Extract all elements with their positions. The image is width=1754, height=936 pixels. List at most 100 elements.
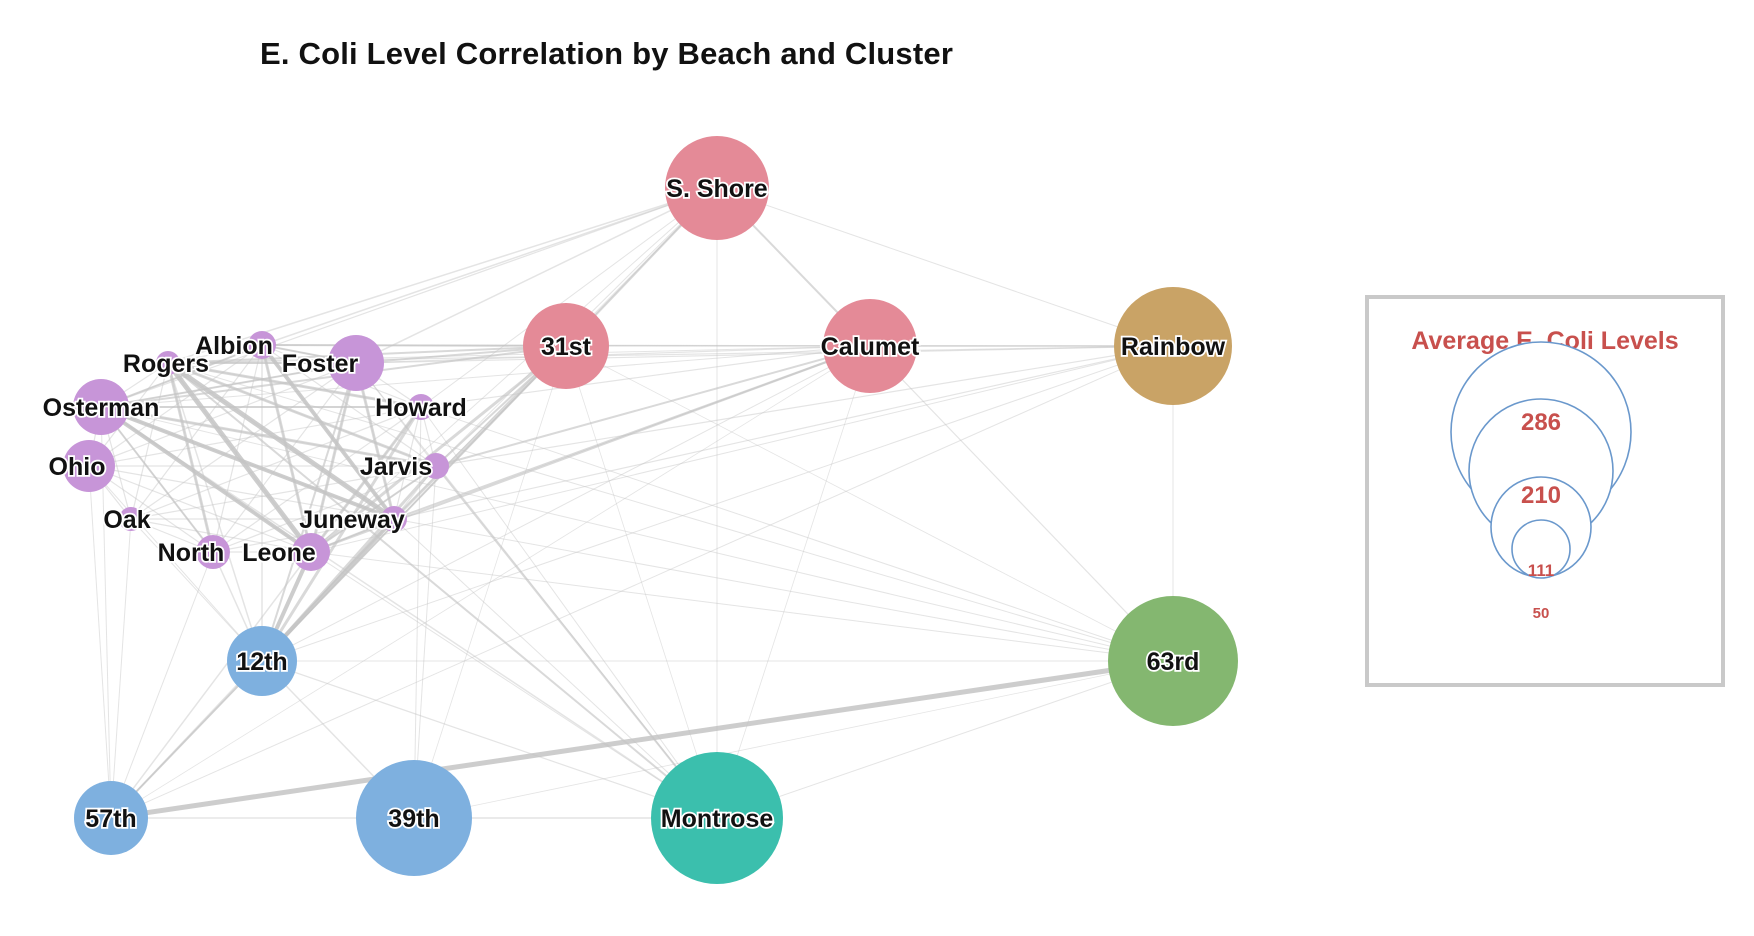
node-circle-montrose — [651, 752, 783, 884]
edge-rogers-jarvis — [167, 361, 437, 468]
node-label-howard: Howard — [375, 394, 467, 422]
node-circle-albion — [248, 331, 276, 359]
node-circle-31st — [523, 303, 609, 389]
edge-calumet-osterman — [100, 345, 871, 408]
edge-jarvis-leone — [310, 465, 437, 553]
edge-leone-57th — [110, 551, 312, 819]
edge-rainbow-leone — [310, 345, 1174, 553]
edge-albion-oak — [130, 344, 263, 520]
edge-63rd-osterman — [100, 406, 1174, 662]
node-label-osterman: Osterman — [43, 394, 160, 422]
edge-rainbow-foster — [355, 345, 1174, 364]
node-circle-juneway — [381, 506, 407, 532]
edge-sshore-osterman — [100, 187, 718, 408]
edge-rainbow-jarvis — [435, 345, 1174, 467]
edge-calumet-rogers — [167, 345, 871, 364]
node-label-calumet: Calumet — [821, 333, 920, 361]
edge-foster-12th — [261, 362, 357, 662]
node-circle-calumet — [823, 299, 917, 393]
edge-north-57th — [110, 551, 214, 819]
node-label-north: North — [158, 539, 225, 567]
edge-oak-57th — [110, 518, 132, 819]
edge-foster-north — [212, 362, 357, 553]
edge-osterman-montrose — [100, 406, 718, 819]
edge-63rd-39th — [413, 660, 1174, 819]
edge-sshore-howard — [420, 187, 718, 408]
edge-albion-jarvis — [261, 344, 437, 467]
edge-howard-north — [212, 406, 422, 553]
edge-sshore-foster — [355, 187, 718, 364]
node-label-ohio: Ohio — [49, 453, 106, 481]
legend-value-286: 286 — [1521, 409, 1561, 436]
node-circle-63rd — [1108, 596, 1238, 726]
edge-31st-39th — [413, 345, 567, 819]
node-circle-howard — [408, 394, 434, 420]
edge-calumet-57th — [110, 345, 871, 819]
legend-value-111: 111 — [1528, 561, 1555, 580]
legend-circle-50 — [1511, 519, 1571, 579]
edge-calumet-63rd — [869, 345, 1174, 662]
node-label-jarvis: Jarvis — [360, 453, 432, 481]
node-label-rainbow: Rainbow — [1121, 333, 1226, 361]
edge-jarvis-39th — [413, 465, 437, 819]
node-label-sshore: S. Shore — [666, 175, 768, 203]
edge-howard-ohio — [88, 406, 422, 467]
edge-rainbow-12th — [261, 345, 1174, 662]
edge-63rd-howard — [420, 406, 1174, 662]
node-circle-rainbow — [1114, 287, 1232, 405]
edge-howard-juneway — [393, 406, 422, 520]
node-circle-57th — [74, 781, 148, 855]
legend-circles: 286 210 111 50 — [1450, 341, 1632, 622]
size-legend: Average E. Coli Levels 286 210 111 50 — [1365, 295, 1725, 687]
edge-calumet-howard — [420, 345, 871, 408]
edge-calumet-montrose — [716, 345, 871, 819]
edge-12th-montrose — [261, 660, 718, 819]
edge-31st-57th — [110, 345, 567, 819]
edge-osterman-juneway — [100, 405, 395, 521]
edge-63rd-montrose — [716, 660, 1174, 819]
edge-howard-leone — [309, 406, 423, 553]
edge-oak-leone — [130, 518, 312, 553]
edge-63rd-57th — [110, 658, 1174, 821]
edge-foster-montrose — [355, 362, 718, 819]
node-circle-osterman — [73, 379, 129, 435]
edge-howard-39th — [413, 406, 422, 819]
node-circle-leone — [292, 533, 330, 571]
edge-juneway-montrose — [393, 518, 718, 819]
node-circle-12th — [227, 626, 297, 696]
node-circle-sshore — [665, 136, 769, 240]
edge-ohio-57th — [88, 465, 112, 819]
edge-ohio-12th — [88, 465, 263, 662]
edge-31st-12th — [261, 345, 567, 662]
edge-ohio-leone — [88, 465, 312, 553]
node-label-31st: 31st — [541, 333, 592, 361]
edge-albion-north — [212, 344, 263, 553]
edge-63rd-leone — [310, 551, 1174, 662]
node-circle-39th — [356, 760, 472, 876]
edge-rainbow-albion — [261, 344, 1174, 347]
node-label-oak: Oak — [103, 506, 150, 534]
edge-63rd-rogers — [167, 362, 1174, 662]
network-graph: S. Shore 31st Calumet Rainbow 63rd Montrose 39… — [41, 136, 1238, 884]
node-circle-jarvis — [423, 453, 449, 479]
edge-rogers-howard — [167, 361, 422, 409]
node-label-12th: 12th — [236, 648, 287, 676]
edge-albion-ohio — [88, 344, 263, 467]
edge-leone-montrose — [310, 551, 718, 819]
node-label-rogers: Rogers — [123, 350, 209, 378]
edge-31st-montrose — [565, 345, 718, 819]
edge-sshore-leone — [310, 187, 718, 553]
node-label-albion: Albion — [195, 332, 273, 360]
edge-jarvis-calumet — [435, 345, 871, 467]
edge-rainbow-juneway — [393, 345, 1174, 520]
node-label-montrose: Montrose — [661, 805, 774, 833]
edge-rainbow-57th — [110, 345, 1174, 819]
node-label-57th: 57th — [85, 805, 136, 833]
node-label-juneway: Juneway — [299, 506, 405, 534]
node-label-39th: 39th — [388, 805, 439, 833]
edge-howard-12th — [260, 406, 423, 662]
edge-jarvis-montrose — [435, 465, 718, 819]
edge-osterman-leone — [99, 405, 313, 554]
beach-nodes: S. Shore 31st Calumet Rainbow 63rd Montrose 39… — [41, 136, 1238, 884]
node-label-63rd: 63rd — [1147, 648, 1200, 676]
